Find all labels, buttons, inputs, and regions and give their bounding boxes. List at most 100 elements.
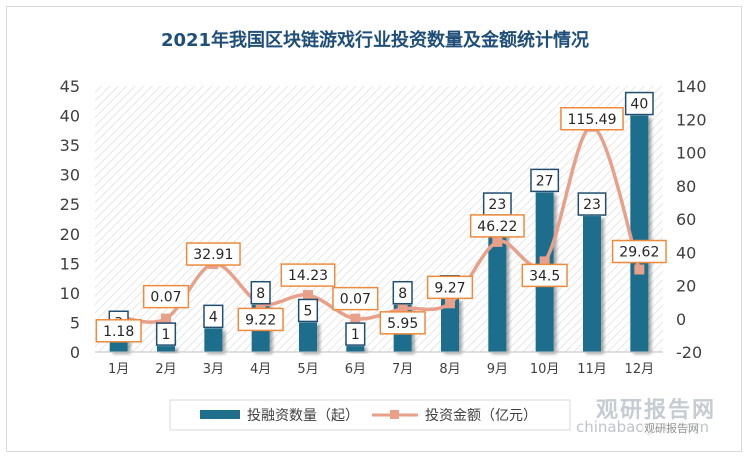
bar-data-label: 23 [583,197,601,213]
line-marker [350,313,361,324]
y-left-tick-label: 25 [60,195,80,214]
y-right-tick-label: 80 [676,177,696,196]
y-right-tick-label: 120 [676,110,707,129]
y-left-tick-label: 30 [60,166,80,185]
line-data-label-box [469,214,525,238]
bar [157,346,175,352]
bar-data-label: 4 [209,309,218,325]
y-right-tick-label: 100 [676,144,707,163]
line-marker [539,256,550,267]
y-right-tick-label: -20 [676,343,702,362]
bar-data-label-box [392,280,413,305]
legend: 投融资数量（起） 投资金额（亿元） [169,399,571,431]
x-tick-label: 12月 [625,362,655,377]
bar [488,216,507,352]
line-data-label: 0.07 [340,292,371,308]
bar [346,346,365,352]
bar-data-label: 8 [398,286,407,302]
x-tick-label: 1月 [108,362,129,377]
line-data-label-box [611,239,667,264]
bar [299,322,317,352]
line-data-label: 14.23 [288,268,328,284]
legend-swatch-bar [200,410,240,419]
line-marker [303,290,313,301]
line-data-label-box [280,263,336,287]
x-tick-label: 9月 [487,362,508,377]
line-data-label: 1.18 [103,324,134,340]
bar-data-label-box [250,280,271,305]
line-marker [397,303,408,314]
bar-data-label-box [345,322,366,346]
bar-data-label-box [624,91,654,116]
line-data-label-box [560,106,624,131]
line-data-label: 9.27 [434,280,465,296]
line-data-label: 34.5 [529,268,560,284]
x-tick-label: 2月 [155,362,176,377]
watermark-main: 观研报告网 [596,398,717,423]
bar [583,216,601,352]
bar-data-label: 8 [256,286,265,302]
line-data-label-box [95,319,142,343]
bar-data-label-box [203,304,224,329]
line-data-label-box [379,311,426,335]
line-data-label: 46.22 [477,219,517,235]
y-left-tick-label: 0 [70,343,80,362]
legend-label-line: 投资金额（亿元） [425,408,537,424]
bar-data-label-box [297,298,319,323]
y-right-tick-label: 40 [676,243,696,262]
y-left-tick-label: 40 [60,107,80,126]
y-left-tick-label: 45 [60,77,80,96]
line-data-label-box [185,242,241,266]
bar [630,115,649,352]
line-marker [492,236,503,247]
line-data-label: 115.49 [568,112,617,128]
y-right-tick-label: 140 [676,77,707,96]
bar-labels-layer: 3148518923272340 [108,91,654,346]
x-tick-label: 5月 [297,362,318,377]
line-data-label-box [521,263,568,288]
line-data-label-box [332,286,379,311]
chart-title: 2021年我国区块链游戏行业投资数量及金额统计情况 [161,29,589,51]
line-data-label: 5.95 [387,316,418,332]
bar-data-label: 1 [351,327,360,343]
line-data-label: 0.07 [150,290,181,306]
bar-data-label: 40 [630,97,648,113]
y-left-tick-label: 10 [60,284,80,303]
y-right-tick-label: 60 [676,210,696,229]
legend-swatch-marker [390,410,399,419]
x-tick-label: 7月 [392,362,413,377]
bar [441,298,459,352]
line-marker [445,298,455,309]
bar-data-label: 1 [162,327,171,343]
bar-data-label: 27 [536,173,554,189]
line-data-label-box [237,307,284,332]
x-tick-label: 3月 [203,362,224,377]
x-tick-label: 8月 [439,362,460,377]
y-left-tick-label: 20 [60,225,80,244]
watermark-tag: 观研报告网 [642,420,701,436]
x-tick-label: 10月 [530,362,560,377]
line-data-label: 32.91 [193,247,233,263]
legend-label-bar: 投融资数量（起） [247,408,359,424]
watermark: 观研报告网 chinabaogao.com 观研报告网 [560,390,740,450]
line-data-label: 29.62 [619,245,659,261]
line-data-label-box [142,284,190,309]
x-tick-label: 4月 [250,362,271,377]
line-data-label: 9.22 [245,312,276,328]
x-tick-label: 6月 [345,362,366,377]
axes-layer: 051015202530354045-200204060801001201401… [60,77,707,377]
y-right-tick-label: 20 [676,277,696,296]
line-marker [634,264,645,275]
bar-data-label: 23 [488,197,506,213]
y-left-tick-label: 35 [60,136,80,155]
watermark-sub: chinabaogao.com [576,418,709,436]
y-left-tick-label: 5 [70,313,80,332]
bar-data-label-box [577,192,607,216]
bar [204,328,223,352]
x-tick-label: 11月 [577,362,607,377]
y-right-tick-label: 0 [676,310,686,329]
y-left-tick-label: 15 [60,254,80,273]
bar-data-label-box [155,322,177,346]
line-marker [161,313,171,324]
